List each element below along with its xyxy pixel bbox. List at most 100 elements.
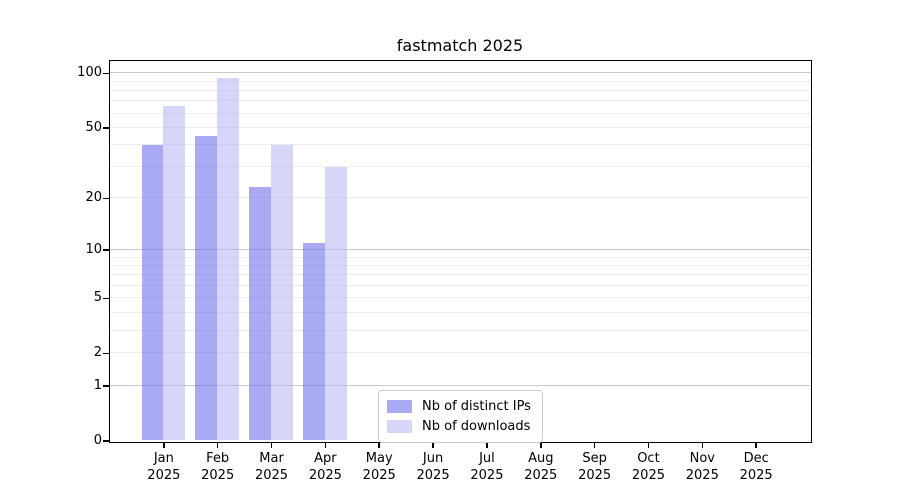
x-tick-month: Mar <box>259 451 284 466</box>
x-tick-mark-oct <box>647 442 650 448</box>
x-tick-month: Aug <box>528 451 554 466</box>
x-tick-label-dec: Dec 2025 <box>724 451 788 484</box>
bar-mar-downloads <box>271 144 293 441</box>
gridline-30 <box>109 166 811 168</box>
y-tick-label-5: 5 <box>93 290 102 306</box>
x-tick-label-jan: Jan 2025 <box>132 451 196 484</box>
bar-jan-ips <box>141 144 164 441</box>
y-tick-label-10: 10 <box>85 242 102 257</box>
y-tick-mark-50 <box>102 127 109 129</box>
gridline-4 <box>109 311 811 313</box>
x-tick-year: 2025 <box>578 467 612 483</box>
x-tick-month: May <box>365 451 393 466</box>
x-tick-year: 2025 <box>416 467 450 483</box>
x-tick-month: Dec <box>743 451 769 466</box>
gridline-10 <box>109 249 811 250</box>
y-tick-mark-5 <box>102 297 109 300</box>
y-tick-label-2: 2 <box>93 345 102 361</box>
x-tick-year: 2025 <box>470 467 504 483</box>
legend-row-ips: Nb of distinct IPs <box>387 399 531 414</box>
x-tick-mark-jul <box>486 442 488 448</box>
x-tick-year: 2025 <box>524 467 558 483</box>
x-tick-year: 2025 <box>254 467 289 483</box>
x-tick-mark-aug <box>540 442 542 448</box>
chart-title: fastmatch 2025 <box>396 36 524 55</box>
legend-swatch-downloads <box>387 420 412 433</box>
y-tick-mark-1 <box>102 385 109 387</box>
legend-label-downloads: Nb of downloads <box>422 419 531 434</box>
x-tick-label-feb: Feb 2025 <box>186 451 250 484</box>
gridline-3 <box>109 329 811 331</box>
x-tick-label-oct: Oct 2025 <box>616 451 680 484</box>
gridline-6 <box>109 285 811 286</box>
gridline-80 <box>109 89 811 91</box>
bar-jan-downloads <box>163 105 186 441</box>
x-tick-month: Sep <box>582 451 607 466</box>
y-tick-mark-0 <box>102 440 109 442</box>
y-tick-label-100: 100 <box>77 65 102 81</box>
x-tick-label-nov: Nov 2025 <box>670 451 734 484</box>
x-tick-mark-jun <box>432 442 434 448</box>
legend-swatch-ips <box>387 400 412 413</box>
x-tick-year: 2025 <box>739 467 773 483</box>
bar-mar-ips <box>249 187 272 441</box>
legend-label-ips: Nb of distinct IPs <box>422 399 531 414</box>
x-tick-mark-feb <box>216 442 219 448</box>
x-tick-month: Nov <box>689 451 715 466</box>
gridline-8 <box>109 264 811 266</box>
x-tick-mark-dec <box>755 442 757 448</box>
x-tick-label-jul: Jul 2025 <box>455 451 519 484</box>
x-tick-label-may: May 2025 <box>347 451 411 484</box>
y-tick-mark-2 <box>102 352 109 355</box>
x-tick-year: 2025 <box>201 467 235 483</box>
x-tick-month: Jan <box>153 451 174 466</box>
x-tick-year: 2025 <box>685 467 719 483</box>
gridline-70 <box>109 100 811 102</box>
x-tick-label-apr: Apr 2025 <box>293 451 357 484</box>
gridline-50 <box>109 126 811 128</box>
bar-feb-ips <box>195 135 218 441</box>
x-tick-month: Jul <box>479 451 495 466</box>
legend: Nb of distinct IPs Nb of downloads <box>378 390 543 443</box>
y-tick-mark-100 <box>102 72 109 75</box>
x-tick-mark-jan <box>163 442 165 448</box>
x-tick-month: Jun <box>422 451 444 466</box>
x-tick-mark-apr <box>324 442 327 448</box>
gridline-60 <box>109 112 811 114</box>
x-tick-mark-mar <box>270 442 273 448</box>
gridline-2 <box>109 352 811 354</box>
legend-row-downloads: Nb of downloads <box>387 419 531 434</box>
gridline-9 <box>109 256 811 258</box>
bar-feb-downloads <box>217 77 239 441</box>
x-tick-mark-may <box>378 442 380 448</box>
x-tick-mark-sep <box>593 442 596 448</box>
x-tick-month: Apr <box>314 451 337 466</box>
y-tick-label-20: 20 <box>85 190 102 206</box>
x-tick-month: Oct <box>637 451 660 466</box>
y-tick-label-0: 0 <box>93 433 102 448</box>
gridline-90 <box>109 80 811 82</box>
x-tick-year: 2025 <box>147 467 181 483</box>
gridline-7 <box>109 274 811 276</box>
x-tick-year: 2025 <box>308 467 342 483</box>
bar-apr-ips <box>303 242 325 441</box>
x-tick-year: 2025 <box>631 467 665 483</box>
y-tick-mark-20 <box>102 197 109 200</box>
plot-area <box>108 59 812 443</box>
x-tick-month: Feb <box>206 451 230 466</box>
gridline-20 <box>109 197 811 199</box>
x-tick-year: 2025 <box>362 467 396 483</box>
gridline-40 <box>109 144 811 146</box>
gridline-100 <box>109 72 811 74</box>
x-tick-label-mar: Mar 2025 <box>240 451 304 484</box>
x-tick-label-sep: Sep 2025 <box>563 451 627 484</box>
gridline-1 <box>109 384 811 386</box>
x-tick-mark-nov <box>701 442 704 448</box>
y-tick-label-50: 50 <box>85 119 102 135</box>
y-tick-label-1: 1 <box>93 377 102 393</box>
x-tick-label-jun: Jun 2025 <box>401 451 465 484</box>
x-tick-label-aug: Aug 2025 <box>509 451 573 484</box>
gridline-5 <box>109 297 811 299</box>
bar-apr-downloads <box>324 166 347 441</box>
